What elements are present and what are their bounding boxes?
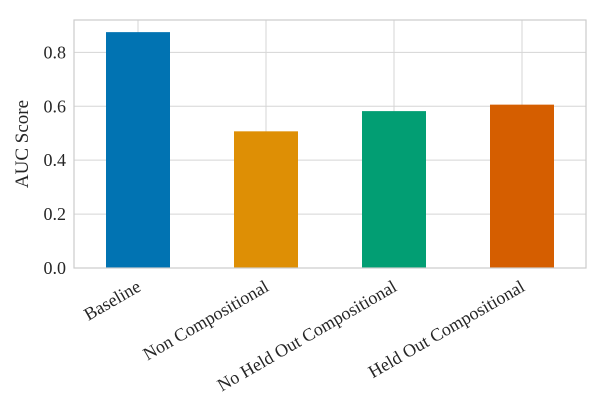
y-tick-label: 0.0 bbox=[44, 258, 67, 278]
bar bbox=[362, 111, 426, 269]
y-axis-ticks: 0.0 0.2 0.4 0.6 0.8 bbox=[44, 42, 67, 278]
bar bbox=[106, 32, 170, 269]
y-tick-label: 0.8 bbox=[44, 42, 67, 62]
y-tick-label: 0.4 bbox=[44, 150, 67, 170]
y-tick-label: 0.6 bbox=[44, 96, 67, 116]
y-axis-title: AUC Score bbox=[12, 100, 33, 188]
plot-frame bbox=[73, 19, 587, 269]
bar bbox=[490, 104, 554, 268]
bar bbox=[234, 131, 298, 268]
bars bbox=[106, 32, 554, 269]
x-tick-label: Baseline bbox=[80, 276, 144, 324]
y-tick-label: 0.2 bbox=[44, 204, 67, 224]
x-tick-label: Non Compositional bbox=[139, 276, 272, 364]
